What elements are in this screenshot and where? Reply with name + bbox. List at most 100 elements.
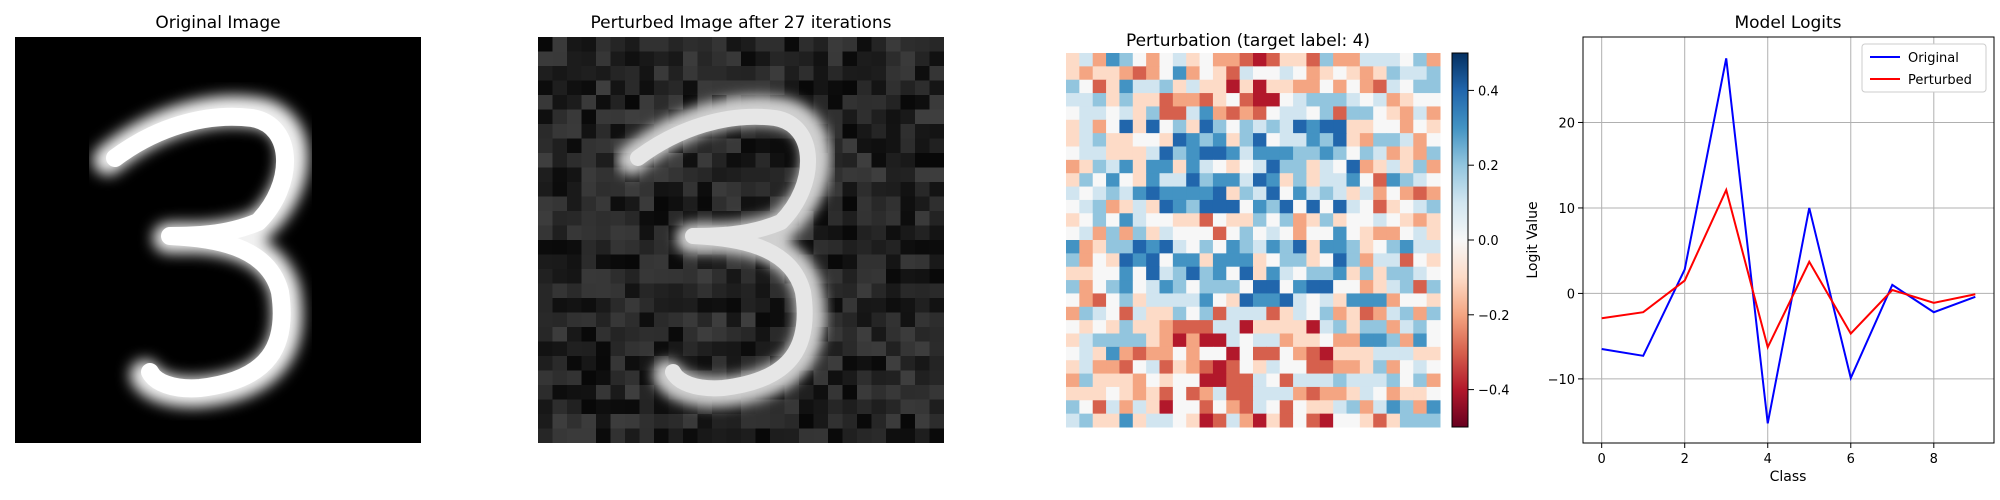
heatmap-cell bbox=[1359, 293, 1374, 308]
noise-cell bbox=[842, 211, 858, 226]
heatmap-cell bbox=[1413, 280, 1428, 294]
heatmap-cell bbox=[1346, 386, 1361, 401]
heatmap-cell bbox=[1092, 320, 1107, 334]
noise-cell bbox=[828, 37, 843, 52]
heatmap-cell bbox=[1119, 386, 1134, 401]
noise-cell bbox=[900, 312, 916, 328]
noise-cell bbox=[697, 37, 713, 52]
noise-cell bbox=[828, 399, 843, 415]
heatmap-cell bbox=[1253, 173, 1267, 188]
noise-cell bbox=[625, 428, 640, 443]
heatmap-cell bbox=[1119, 226, 1134, 241]
noise-cell bbox=[799, 51, 814, 67]
heatmap-cell bbox=[1079, 293, 1094, 308]
noise-cell bbox=[596, 182, 611, 197]
original-digit-core bbox=[106, 107, 294, 398]
noise-cell bbox=[842, 37, 858, 52]
noise-cell bbox=[871, 298, 887, 313]
heatmap-cell bbox=[1212, 346, 1227, 361]
noise-cell bbox=[871, 109, 887, 125]
heatmap-cell bbox=[1212, 66, 1227, 81]
noise-cell bbox=[639, 414, 655, 429]
noise-cell bbox=[552, 37, 568, 52]
noise-cell bbox=[697, 283, 713, 299]
noise-cell bbox=[639, 312, 655, 328]
noise-cell bbox=[915, 269, 930, 284]
heatmap-cell bbox=[1386, 346, 1401, 361]
noise-cell bbox=[552, 370, 568, 386]
heatmap-cell bbox=[1146, 240, 1160, 254]
noise-cell bbox=[596, 428, 611, 443]
heatmap-cell bbox=[1279, 53, 1294, 67]
noise-cell bbox=[799, 37, 814, 52]
heatmap-cell bbox=[1226, 213, 1241, 228]
heatmap-cell bbox=[1172, 93, 1187, 107]
heatmap-cell bbox=[1159, 373, 1174, 388]
heatmap-cell bbox=[1293, 386, 1307, 401]
heatmap-cell bbox=[1333, 213, 1347, 228]
noise-cell bbox=[828, 153, 843, 168]
heatmap-cell bbox=[1199, 333, 1214, 348]
noise-cell bbox=[639, 37, 655, 52]
heatmap-cell bbox=[1319, 333, 1334, 348]
noise-cell bbox=[741, 356, 756, 371]
noise-cell bbox=[567, 283, 582, 299]
noise-cell bbox=[915, 370, 930, 386]
heatmap-cell bbox=[1186, 413, 1201, 428]
noise-cell bbox=[625, 356, 640, 371]
noise-cell bbox=[683, 95, 698, 110]
heatmap-cell bbox=[1253, 386, 1267, 401]
noise-cell bbox=[813, 399, 829, 415]
heatmap-cell bbox=[1253, 360, 1267, 375]
heatmap-cell bbox=[1426, 413, 1441, 428]
noise-cell bbox=[915, 298, 930, 313]
heatmap-cell bbox=[1132, 186, 1147, 201]
noise-cell bbox=[639, 167, 655, 183]
heatmap-cell bbox=[1279, 240, 1294, 254]
heatmap-cell bbox=[1199, 53, 1214, 67]
heatmap-cell bbox=[1199, 199, 1214, 214]
noise-cell bbox=[726, 327, 742, 342]
heatmap-cell bbox=[1319, 93, 1334, 107]
heatmap-cell bbox=[1293, 133, 1307, 147]
series-line-perturbed bbox=[1601, 187, 1976, 351]
heatmap-cell bbox=[1373, 66, 1388, 81]
heatmap-cell bbox=[1253, 240, 1267, 254]
heatmap-cell bbox=[1132, 146, 1147, 161]
heatmap-cell bbox=[1119, 240, 1134, 254]
heatmap-cell bbox=[1146, 119, 1160, 134]
noise-cell bbox=[741, 153, 756, 168]
heatmap-cell bbox=[1199, 266, 1214, 281]
heatmap-cell bbox=[1186, 386, 1201, 401]
noise-cell bbox=[799, 225, 814, 241]
heatmap-cell bbox=[1306, 53, 1321, 67]
heatmap-cell bbox=[1066, 199, 1080, 214]
noise-cell bbox=[842, 109, 858, 125]
noise-cell bbox=[842, 51, 858, 67]
heatmap-cell bbox=[1413, 293, 1428, 308]
noise-cell bbox=[886, 341, 901, 357]
logits-legend: Original Perturbed bbox=[1861, 43, 1987, 93]
colorbar-tick-label: 0.4 bbox=[1478, 84, 1499, 99]
heatmap-cell bbox=[1279, 280, 1294, 294]
noise-cell bbox=[828, 211, 843, 226]
noise-cell bbox=[581, 283, 597, 299]
heatmap-cell bbox=[1373, 320, 1388, 334]
heatmap-cell bbox=[1306, 320, 1321, 334]
heatmap-cell bbox=[1186, 159, 1201, 174]
noise-cell bbox=[596, 138, 611, 154]
heatmap-cell bbox=[1239, 186, 1254, 201]
noise-cell bbox=[552, 269, 568, 284]
heatmap-cell bbox=[1079, 253, 1094, 268]
heatmap-cell bbox=[1426, 133, 1441, 147]
heatmap-cell bbox=[1399, 373, 1414, 388]
heatmap-cell bbox=[1199, 159, 1214, 174]
noise-cell bbox=[552, 298, 568, 313]
heatmap-cell bbox=[1373, 159, 1388, 174]
heatmap-cell bbox=[1092, 293, 1107, 308]
x-tick-label: 4 bbox=[1764, 452, 1772, 467]
noise-cell bbox=[784, 385, 800, 400]
noise-cell bbox=[567, 399, 582, 415]
heatmap-cell bbox=[1119, 293, 1134, 308]
noise-cell bbox=[697, 428, 713, 443]
